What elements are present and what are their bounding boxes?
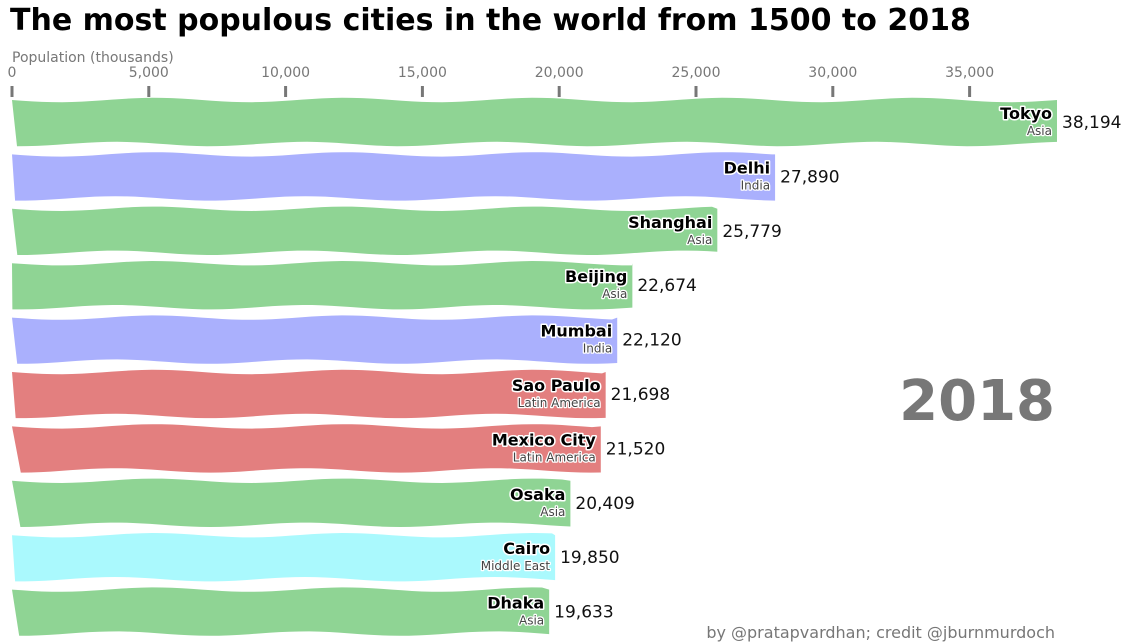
bar (12, 533, 556, 582)
city-label: Sao Paulo (512, 376, 601, 395)
region-label: Latin America (513, 450, 596, 464)
year-label: 2018 (899, 369, 1055, 434)
value-label: 38,194 (1062, 113, 1121, 133)
region-label: India (741, 178, 770, 192)
bar (12, 152, 776, 201)
value-label: 21,520 (606, 439, 665, 459)
city-label: Osaka (510, 485, 565, 504)
city-label: Mumbai (540, 322, 612, 341)
region-label: Asia (540, 505, 565, 519)
region-label: Asia (519, 614, 544, 628)
bar (12, 315, 618, 364)
credit-text: by @pratapvardhan; credit @jburnmurdoch (706, 623, 1055, 642)
region-label: Asia (687, 233, 712, 247)
region-label: Asia (1027, 124, 1052, 138)
bar (12, 97, 1057, 147)
value-label: 20,409 (575, 494, 634, 514)
x-tick-label: 35,000 (945, 65, 994, 81)
value-label: 21,698 (611, 385, 670, 405)
region-label: Latin America (518, 396, 601, 410)
bar (12, 478, 571, 527)
city-label: Tokyo (1000, 104, 1052, 123)
city-label: Dhaka (487, 594, 544, 613)
bar (12, 206, 718, 255)
city-label: Mexico City (492, 430, 597, 449)
value-label: 27,890 (780, 167, 839, 187)
x-tick-label: 0 (8, 65, 17, 81)
region-label: Asia (602, 287, 627, 301)
region-label: India (583, 342, 612, 356)
value-label: 25,779 (722, 222, 781, 242)
city-label: Shanghai (628, 213, 712, 232)
x-tick-label: 20,000 (535, 65, 584, 81)
x-tick-label: 5,000 (129, 65, 169, 81)
chart-title: The most populous cities in the world fr… (10, 3, 971, 38)
value-label: 19,633 (554, 603, 613, 623)
x-tick-label: 25,000 (672, 65, 721, 81)
value-label: 19,850 (560, 548, 619, 568)
region-label: Middle East (481, 559, 551, 573)
x-tick-label: 30,000 (808, 65, 857, 81)
city-label: Beijing (565, 267, 627, 286)
bar (12, 587, 550, 636)
x-tick-label: 15,000 (398, 65, 447, 81)
x-tick-label: 10,000 (261, 65, 310, 81)
x-axis-label: Population (thousands) (12, 50, 174, 66)
city-label: Cairo (503, 539, 550, 558)
value-label: 22,120 (622, 331, 681, 351)
value-label: 22,674 (637, 276, 696, 296)
bar (12, 261, 633, 310)
city-label: Delhi (724, 158, 771, 177)
bar (12, 369, 606, 419)
bar (12, 424, 601, 473)
x-axis-ticks: 0 5,000 10,000 15,000 20,000 25,000 30,000 35,0… (8, 65, 994, 97)
